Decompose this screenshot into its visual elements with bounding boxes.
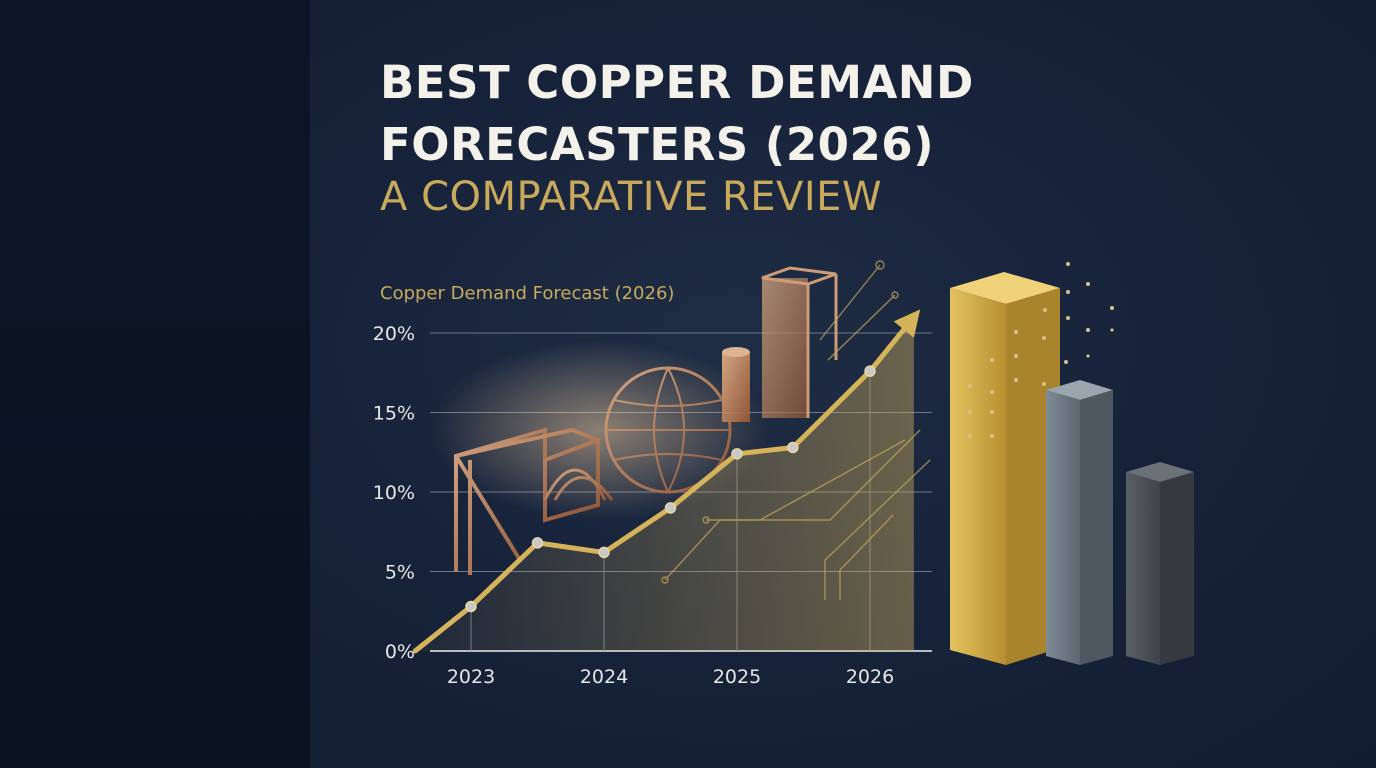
x-tick-label: 2023 — [447, 666, 495, 688]
bar-dark-gray — [1126, 462, 1194, 665]
data-point — [598, 546, 610, 559]
sparkle-dots-decoration — [968, 262, 1114, 438]
forecast-markers — [465, 365, 876, 613]
data-point — [664, 502, 677, 514]
y-tick-label: 5% — [385, 562, 415, 584]
title-line-1: BEST COPPER DEMAND — [380, 56, 974, 109]
data-point — [465, 600, 477, 613]
line-segment — [790, 368, 873, 450]
copper-tower — [762, 278, 808, 418]
line-segment — [535, 540, 607, 555]
y-axis-ticks: 0% 5% 10% 15% 20% — [373, 323, 415, 663]
data-point — [864, 365, 876, 377]
copper-globe-meridians — [606, 367, 730, 493]
x-axis-ticks: 2023 2024 2025 2026 — [447, 666, 894, 688]
copper-frame-box — [455, 427, 600, 523]
title-line-2: FORECASTERS (2026) — [380, 118, 935, 171]
x-tick-label: 2026 — [846, 666, 894, 688]
copper-cylinder — [722, 352, 750, 422]
comparison-bars — [950, 272, 1194, 665]
line-segment — [412, 603, 474, 654]
line-segment — [601, 505, 673, 555]
circuit-lines-decoration — [661, 260, 931, 600]
copper-tower-frame — [761, 266, 838, 418]
data-point — [787, 441, 799, 454]
y-tick-label: 15% — [373, 403, 415, 425]
line-segment — [468, 540, 540, 609]
line-segment — [668, 451, 740, 511]
x-tick-label: 2024 — [580, 666, 628, 688]
chart-title: Copper Demand Forecast (2026) — [380, 283, 675, 304]
y-tick-label: 0% — [385, 641, 415, 663]
forecast-area — [415, 317, 914, 651]
page-title: BEST COPPER DEMAND FORECASTERS (2026) — [380, 52, 974, 176]
copper-structures-illustration — [430, 266, 838, 575]
left-panel — [0, 0, 310, 768]
copper-cylinder-top — [722, 347, 750, 357]
y-tick-label: 20% — [373, 323, 415, 345]
data-point — [531, 537, 544, 549]
copper-arches — [543, 468, 614, 501]
glow-effect — [430, 340, 770, 520]
y-tick-label: 10% — [373, 482, 415, 504]
x-tick-label: 2025 — [713, 666, 761, 688]
bar-gold — [950, 272, 1060, 665]
data-point — [731, 448, 743, 460]
line-segment — [734, 444, 796, 457]
bar-gray — [1046, 380, 1113, 665]
arrow-head — [893, 309, 921, 338]
page-subtitle: A COMPARATIVE REVIEW — [380, 174, 882, 220]
